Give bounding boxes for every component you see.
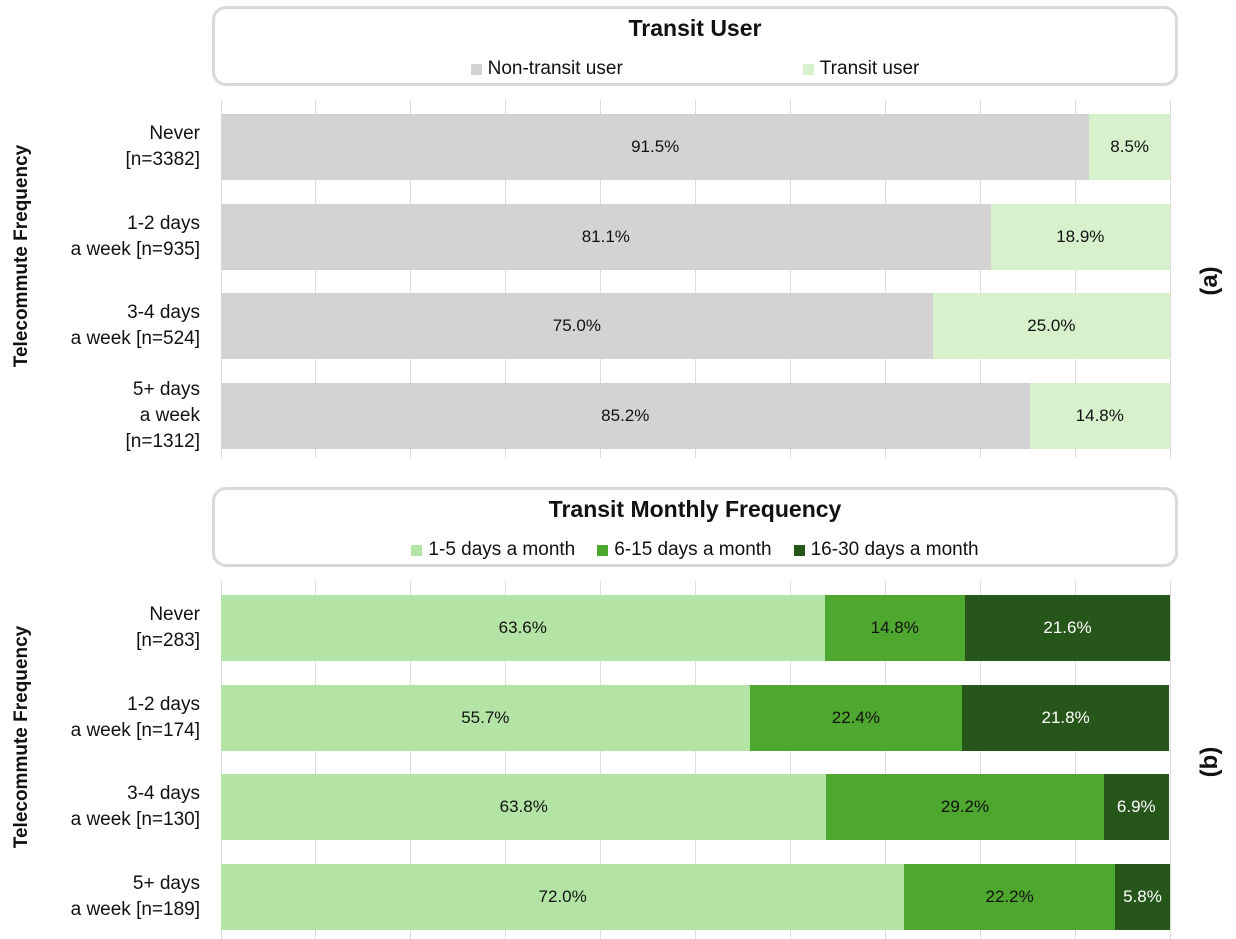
value-label: 21.6% (1043, 618, 1092, 637)
value-label: 63.6% (498, 618, 547, 637)
bar-segment: 5.8% (1114, 864, 1170, 931)
bar-segment: 21.6% (965, 595, 1170, 661)
panel-label: (b) (1196, 746, 1223, 778)
grid-line (600, 581, 602, 939)
value-label: 72.0% (538, 887, 587, 907)
value-label: 22.4% (831, 707, 880, 727)
legend-label: Transit user (819, 58, 920, 79)
legend-swatch (802, 63, 814, 75)
value-label: 75.0% (552, 316, 601, 336)
grid-line (220, 581, 222, 939)
y-axis-title: Telecommute Frequency (11, 625, 32, 849)
bar-segment: 25.0% (932, 293, 1170, 360)
category-label: Never [n=283] (136, 604, 200, 651)
legend-label: 16-30 days a month (810, 539, 979, 560)
value-label: 25.0% (1027, 316, 1076, 336)
legend-item: Transit user (802, 58, 920, 80)
bar-segment: 81.1% (221, 203, 991, 270)
legend: Non-transit user Transit user (215, 58, 1175, 80)
bar-segment: 91.5% (221, 114, 1090, 180)
bar-segment: 85.2% (221, 383, 1030, 450)
legend-item: 16-30 days a month (793, 539, 979, 561)
grid-line (505, 581, 507, 939)
bar-segment: 14.8% (1029, 383, 1170, 450)
value-label: 63.8% (499, 797, 548, 817)
grid-line (1169, 100, 1171, 458)
legend-box: Transit Monthly Frequency 1-5 days a mont… (212, 487, 1178, 567)
grid-line (979, 581, 981, 939)
grid-line (695, 581, 696, 939)
value-label: 29.2% (940, 797, 990, 817)
category-label: 3-4 days a week [n=130] (70, 783, 200, 831)
bar-segment: 63.6% (221, 595, 825, 661)
legend-label: 1-5 days a month (428, 539, 576, 560)
value-label: 14.8% (1075, 406, 1124, 426)
bar-segment: 29.2% (826, 774, 1104, 841)
category-label: 3-4 days a week [n=524] (70, 302, 200, 350)
grid-line (884, 581, 886, 939)
category-label: 1-2 days a week [n=174] (70, 693, 200, 741)
grid-line (315, 100, 317, 458)
grid-line (1074, 100, 1076, 458)
value-label: 91.5% (631, 137, 680, 156)
grid-line (410, 100, 412, 458)
category-label: 5+ days a week [n=1312] (125, 379, 201, 453)
bar-segment: 63.8% (221, 774, 827, 841)
category-label: 5+ days a week [n=189] (70, 873, 200, 921)
grid-line (884, 100, 886, 458)
legend-swatch (793, 544, 805, 556)
y-axis-title: Telecommute Frequency (11, 144, 32, 368)
bar-segment: 72.0% (221, 864, 905, 931)
grid-line (1169, 581, 1171, 939)
grid-line (220, 100, 222, 458)
value-label: 6.9% (1116, 797, 1156, 817)
bar-segment: 21.8% (962, 684, 1170, 751)
grid-line (1074, 581, 1076, 939)
legend-swatch (411, 544, 423, 556)
bar-segment: 75.0% (221, 293, 933, 360)
value-label: 85.2% (601, 406, 650, 426)
bar-segment: 55.7% (221, 684, 750, 751)
bar-segment: 6.9% (1103, 774, 1170, 841)
value-label: 22.2% (985, 887, 1034, 907)
legend-item: Non-transit user (470, 58, 623, 80)
grid-line (789, 581, 791, 939)
legend-item: 6-15 days a month (597, 539, 772, 561)
value-label: 81.1% (581, 226, 630, 246)
legend-box: Transit User Non-transit user Transit user (212, 6, 1178, 86)
grid-line (695, 100, 696, 458)
panel-label: (a) (1196, 266, 1223, 296)
value-label: 21.8% (1041, 707, 1090, 727)
grid-line (600, 100, 602, 458)
bar-segment: 14.8% (824, 595, 965, 661)
category-label: Never [n=3382] (125, 123, 201, 170)
bar-segment: 22.2% (904, 864, 1115, 931)
legend-swatch (470, 63, 482, 75)
grid-line (789, 100, 791, 458)
grid-line (979, 100, 981, 458)
value-label: 55.7% (461, 707, 510, 727)
value-label: 18.9% (1056, 226, 1105, 246)
chart-title: Transit User (628, 15, 762, 41)
legend-label: Non-transit user (487, 58, 623, 79)
legend-label: 6-15 days a month (614, 539, 772, 560)
chart-title: Transit Monthly Frequency (548, 496, 842, 522)
value-label: 5.8% (1123, 887, 1162, 907)
value-label: 8.5% (1110, 137, 1150, 156)
value-label: 14.8% (870, 618, 919, 637)
grid-line (315, 581, 317, 939)
bar-segment: 18.9% (990, 203, 1170, 270)
bar-segment: 8.5% (1089, 114, 1170, 180)
grid-line (505, 100, 507, 458)
legend-swatch (597, 544, 609, 556)
grid-line (410, 581, 412, 939)
legend-item: 1-5 days a month (411, 539, 575, 561)
bar-segment: 22.4% (749, 684, 963, 751)
category-label: 1-2 days a week [n=935] (70, 212, 200, 260)
legend: 1-5 days a month 6-15 days a month 16-30 d… (215, 539, 1175, 561)
